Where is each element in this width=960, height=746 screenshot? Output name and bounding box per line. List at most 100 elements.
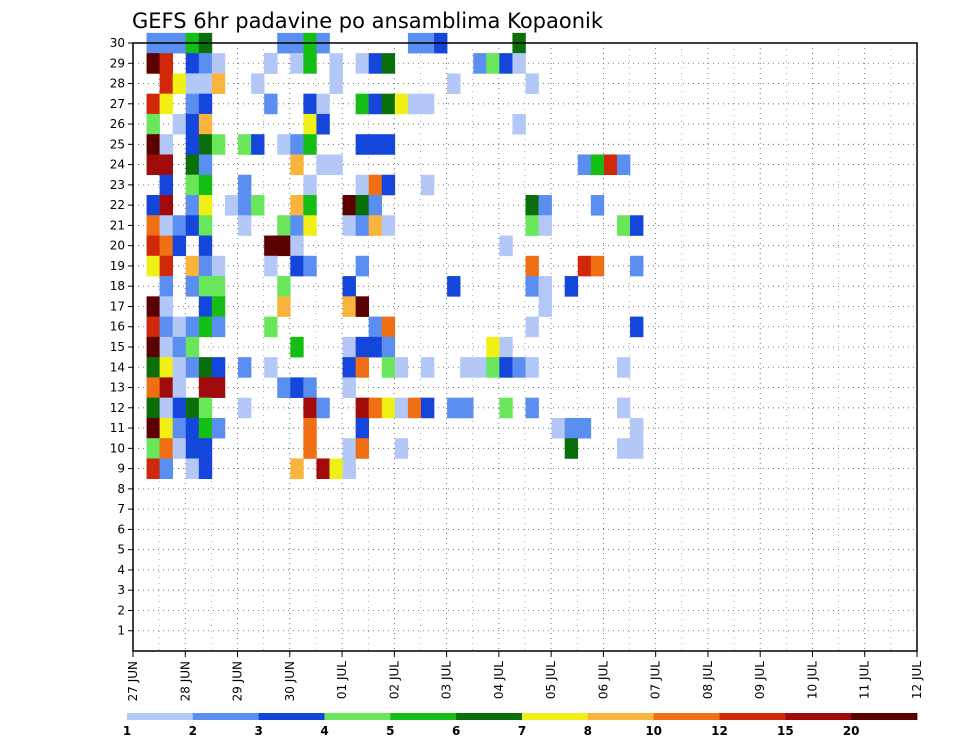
precip-cell xyxy=(264,53,278,74)
precip-cell xyxy=(264,357,278,378)
y-tick-label: 4 xyxy=(117,563,125,577)
y-tick-label: 12 xyxy=(110,401,125,415)
precip-cell xyxy=(303,174,317,196)
precip-cell xyxy=(460,397,474,419)
precip-cell xyxy=(394,397,409,419)
precip-cell xyxy=(368,316,383,338)
precip-cell xyxy=(290,154,304,176)
precip-cell xyxy=(211,255,226,277)
precip-cell xyxy=(290,215,304,236)
precip-cell xyxy=(159,316,173,338)
precip-cell xyxy=(630,215,644,236)
precip-cell xyxy=(538,296,552,317)
precip-cell xyxy=(473,357,487,378)
precip-cell xyxy=(211,276,226,297)
y-tick-label: 29 xyxy=(110,56,125,70)
precip-cell xyxy=(394,93,409,115)
precip-cell xyxy=(198,458,213,480)
precip-cell xyxy=(211,417,226,439)
precip-cell xyxy=(185,174,200,196)
y-tick-label: 30 xyxy=(110,36,125,50)
precip-cell xyxy=(185,397,200,419)
precip-cell xyxy=(238,195,252,216)
y-tick-label: 14 xyxy=(110,360,125,374)
precip-cell xyxy=(616,154,631,176)
precip-cell xyxy=(146,215,160,236)
colorbar-label: 4 xyxy=(320,724,328,738)
colorbar-label: 6 xyxy=(452,724,460,738)
precip-cell xyxy=(185,336,200,358)
colorbar-label: 5 xyxy=(386,724,394,738)
precip-cell xyxy=(172,73,187,94)
precip-cell xyxy=(159,296,173,317)
precip-cell xyxy=(172,438,187,459)
precip-cell xyxy=(211,53,226,74)
precip-cell xyxy=(198,438,213,459)
precip-cell xyxy=(238,215,252,236)
precip-cell xyxy=(368,215,383,236)
precip-cell xyxy=(342,276,356,297)
precip-cell xyxy=(342,357,356,378)
x-tick-label: 02 JUL xyxy=(387,661,401,699)
precip-cell xyxy=(303,113,317,135)
x-tick-label: 03 JUL xyxy=(440,661,454,699)
precip-cell xyxy=(290,235,304,257)
precip-cell xyxy=(185,417,200,439)
y-tick-label: 15 xyxy=(110,340,125,354)
colorbar-label: 20 xyxy=(843,724,860,738)
precip-cell xyxy=(251,73,265,94)
y-tick-label: 27 xyxy=(110,97,125,111)
precip-cell xyxy=(499,397,513,419)
precip-cell xyxy=(525,255,539,277)
precip-cell xyxy=(499,336,513,358)
x-tick-label: 05 JUL xyxy=(544,661,558,699)
precip-cell xyxy=(159,377,173,398)
precip-cell xyxy=(277,235,291,257)
x-axis: 27 JUN 28 JUN 29 JUN 30 JUN 01 JUL 02 JUL 03 J… xyxy=(126,651,924,701)
precip-cell xyxy=(630,417,644,439)
precip-cell xyxy=(303,255,317,277)
precip-cell xyxy=(159,215,173,236)
y-tick-label: 18 xyxy=(110,279,125,293)
precip-cell xyxy=(159,397,173,419)
precip-cell xyxy=(224,195,239,216)
precip-cell xyxy=(303,195,317,216)
precip-cell xyxy=(198,53,213,74)
precip-cell xyxy=(198,276,213,297)
precip-cell xyxy=(172,316,187,338)
precip-cell xyxy=(329,458,343,480)
precip-cell xyxy=(290,195,304,216)
precip-cell xyxy=(146,255,160,277)
precip-cell xyxy=(355,53,369,74)
precip-cell xyxy=(290,377,304,398)
precip-cell xyxy=(329,53,343,74)
y-tick-label: 19 xyxy=(110,259,125,273)
precip-cell xyxy=(525,215,539,236)
precip-cell xyxy=(381,215,396,236)
precip-cell xyxy=(447,73,461,94)
precip-cell xyxy=(630,438,644,459)
precip-cell xyxy=(146,195,160,216)
precip-cell xyxy=(329,73,343,94)
precip-cell xyxy=(251,134,265,155)
precip-cell xyxy=(172,336,187,358)
precip-cell xyxy=(525,195,539,216)
precip-cell xyxy=(159,276,173,297)
precip-cell xyxy=(590,195,605,216)
precip-cell xyxy=(368,195,383,216)
precip-cell xyxy=(146,357,160,378)
precip-cell xyxy=(316,397,330,419)
precip-cell xyxy=(290,53,304,74)
precip-cell xyxy=(342,296,356,317)
y-tick-label: 11 xyxy=(110,421,125,435)
precip-cell xyxy=(172,113,187,135)
precip-cell xyxy=(238,174,252,196)
chart-title: GEFS 6hr padavine po ansamblima Kopaonik xyxy=(132,9,604,33)
precip-cell xyxy=(159,73,173,94)
y-tick-label: 17 xyxy=(110,299,125,313)
precip-cell xyxy=(486,336,500,358)
precip-cell xyxy=(303,134,317,155)
precip-cell xyxy=(277,377,291,398)
precip-cell xyxy=(159,154,173,176)
